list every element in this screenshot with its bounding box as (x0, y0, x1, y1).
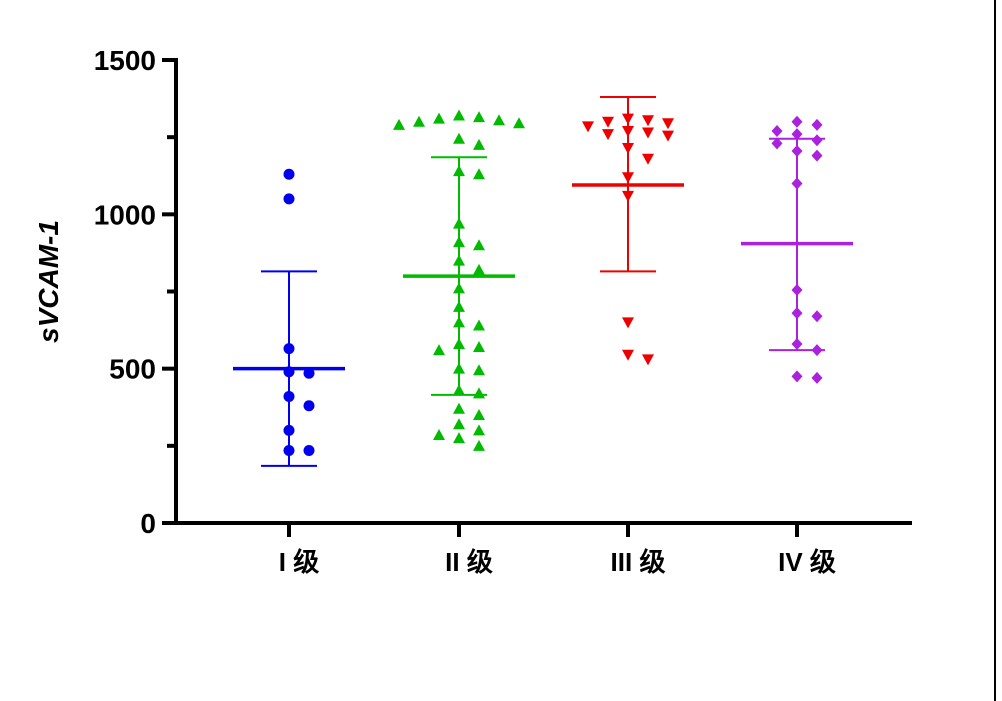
x-category-label: IV 级 (778, 547, 836, 577)
x-category-label: III 级 (611, 547, 666, 577)
data-point (811, 310, 823, 323)
data-point (622, 142, 634, 154)
data-point (453, 217, 465, 229)
data-point (622, 317, 634, 329)
y-tick-label: 1000 (94, 199, 156, 230)
data-point (771, 137, 783, 150)
data-point (513, 117, 525, 129)
data-point (393, 118, 405, 130)
data-point (453, 236, 465, 248)
data-point (791, 307, 803, 320)
data-point (791, 283, 803, 296)
y-tick-label: 1500 (94, 45, 156, 76)
data-point (791, 115, 803, 128)
data-point (413, 115, 425, 127)
data-point (473, 319, 485, 331)
data-point (622, 349, 634, 361)
data-point (473, 424, 485, 436)
data-point (283, 168, 295, 180)
data-point (662, 118, 674, 130)
data-point (453, 432, 465, 444)
data-point (473, 263, 485, 275)
data-point (791, 337, 803, 350)
y-tick-label: 0 (140, 508, 156, 539)
data-point (582, 121, 594, 133)
data-point (622, 113, 634, 125)
data-point (473, 111, 485, 123)
data-point (453, 337, 465, 349)
data-point (433, 344, 445, 356)
data-point (811, 344, 823, 357)
data-point (453, 282, 465, 294)
data-point (433, 429, 445, 441)
data-point (622, 125, 634, 137)
data-point (453, 165, 465, 177)
y-axis-title: sVCAM-1 (33, 220, 64, 343)
data-point (622, 172, 634, 184)
right-border-line (994, 0, 996, 701)
data-point (283, 366, 295, 378)
data-point (283, 343, 295, 355)
data-point (642, 127, 654, 139)
data-point (283, 390, 295, 402)
data-point (303, 444, 315, 456)
data-point (811, 149, 823, 162)
data-point (303, 367, 315, 379)
data-point (791, 177, 803, 190)
data-point (473, 168, 485, 180)
data-point (453, 254, 465, 266)
data-point (453, 316, 465, 328)
x-category-label: II 级 (445, 547, 493, 577)
data-point (811, 118, 823, 131)
data-point (453, 132, 465, 144)
data-point (433, 112, 445, 124)
data-point (811, 134, 823, 147)
data-point (473, 408, 485, 420)
data-point (453, 384, 465, 396)
data-point (473, 341, 485, 353)
data-point (811, 371, 823, 384)
data-point (642, 153, 654, 165)
data-point (791, 128, 803, 141)
data-point (642, 115, 654, 127)
data-point (771, 124, 783, 137)
data-point (283, 424, 295, 436)
data-point (453, 362, 465, 374)
data-point (493, 114, 505, 126)
data-point (602, 116, 614, 128)
x-category-label: I 级 (279, 547, 319, 577)
data-point (303, 400, 315, 412)
data-point (283, 444, 295, 456)
data-point (453, 402, 465, 414)
data-point (453, 300, 465, 312)
data-point (622, 190, 634, 202)
data-point (473, 439, 485, 451)
data-point (662, 130, 674, 142)
data-point (453, 418, 465, 430)
data-point (791, 370, 803, 383)
data-point (473, 364, 485, 376)
data-point (473, 138, 485, 150)
data-point (453, 109, 465, 121)
data-point (283, 193, 295, 205)
data-point (473, 239, 485, 251)
data-point (642, 354, 654, 366)
data-point (473, 387, 485, 399)
y-tick-label: 500 (109, 354, 156, 385)
data-point (602, 129, 614, 141)
data-point (791, 145, 803, 158)
